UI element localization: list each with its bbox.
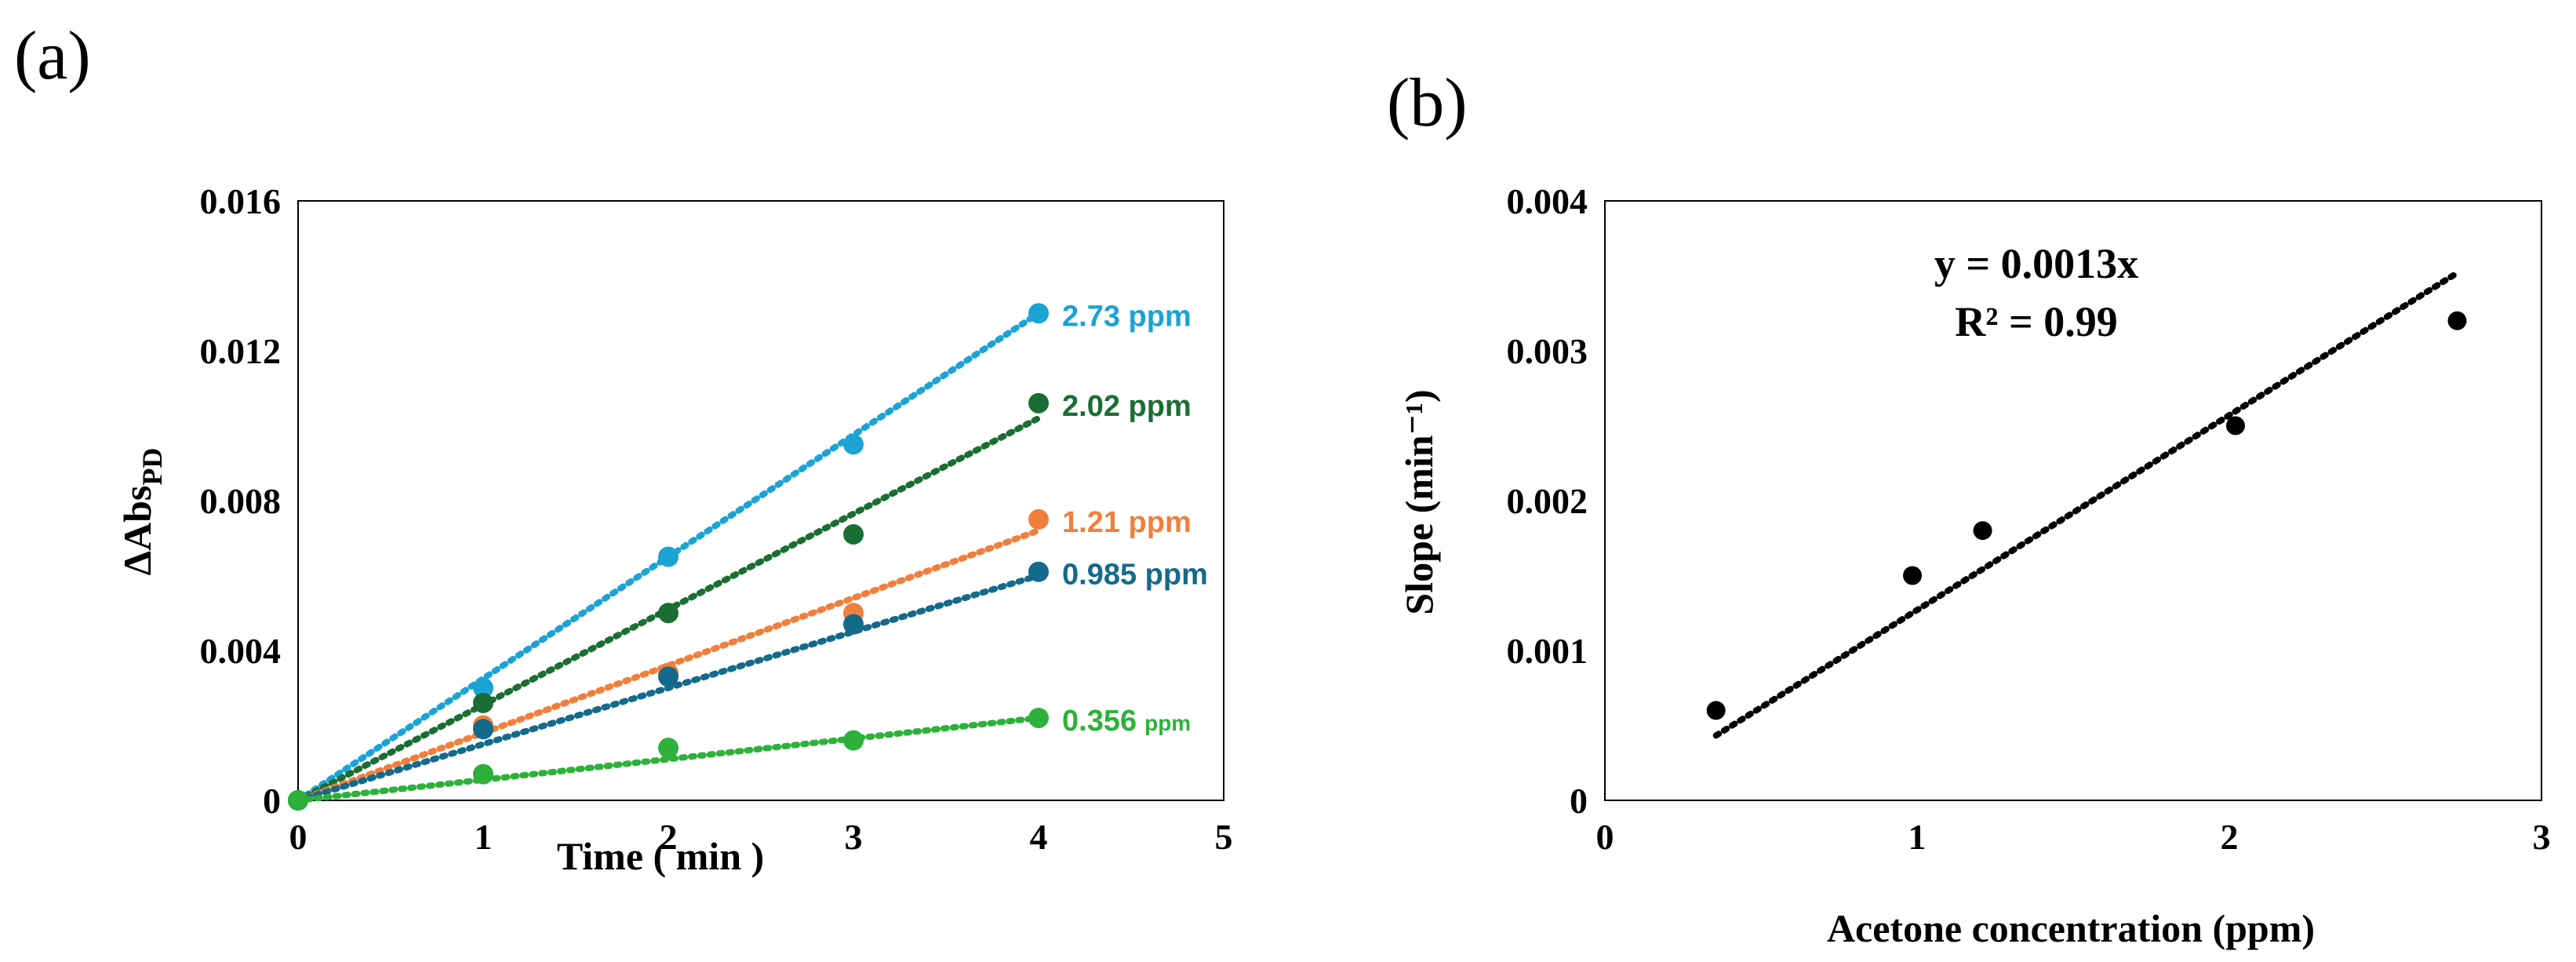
chart-a-y-tick-label: 0.012 [200, 331, 282, 371]
chart-b-y-axis-label: Slope (min⁻¹) [1397, 389, 1441, 614]
chart-a-x-tick-label: 1 [475, 817, 493, 857]
chart-a-point [658, 666, 679, 687]
chart-b-x-tick-label: 1 [1908, 817, 1927, 857]
chart-b-r-squared: R² = 0.99 [1955, 298, 2117, 345]
chart-a-point [658, 603, 679, 624]
chart-b-y-tick-label: 0.002 [1507, 481, 1588, 521]
chart-a-y-axis-label-main: ΔAbs [115, 486, 159, 576]
chart-a-point [658, 546, 679, 567]
chart-b-x-axis-label: Acetone concentration (ppm) [1827, 906, 2315, 950]
chart-a-point [843, 614, 864, 635]
chart-a-point [288, 790, 308, 811]
chart-b-x-tick-label: 0 [1596, 817, 1614, 857]
chart-b-point [1903, 566, 1923, 585]
chart-b-point [1973, 521, 1992, 541]
chart-a-point [473, 692, 493, 713]
chart-b-point [2225, 416, 2245, 435]
chart-a-series-label-unit: ppm [1144, 711, 1191, 735]
chart-a-point [1028, 392, 1049, 414]
chart-a-point [843, 730, 864, 751]
chart-a-series-label: 0.356 ppm [1062, 705, 1191, 738]
chart-b-y-tick-label: 0.004 [1507, 181, 1588, 221]
chart-b-x-tick-label: 2 [2221, 817, 2239, 857]
chart-b-y-tick-label: 0.001 [1507, 631, 1588, 671]
chart-a-x-tick-label: 4 [1030, 817, 1048, 857]
panel-label-b: (b) [1387, 65, 1468, 141]
chart-a-y-axis-label-sub: PD [136, 448, 168, 486]
chart-a-point [473, 763, 493, 785]
chart-a-series-label: 0.985 ppm [1062, 559, 1208, 592]
panel-label-a: (a) [14, 18, 91, 94]
chart-a: 0 1 2 3 4 5 0 0.004 0.008 0.012 0.016 2.73 ppm 2.02… [115, 181, 1233, 878]
chart-a-series-label: 1.21 ppm [1062, 506, 1192, 539]
chart-b-y-tick-label: 0 [1570, 781, 1588, 821]
chart-a-trendline [295, 714, 1042, 803]
chart-a-x-axis-label: Time ( min ) [557, 834, 764, 878]
chart-a-x-tick-label: 0 [289, 817, 307, 857]
chart-a-trendline [295, 572, 1042, 803]
chart-b-x-tick-label: 3 [2533, 817, 2551, 857]
chart-a-point [473, 677, 493, 698]
chart-b-plot-area [1604, 200, 2542, 801]
chart-a-y-tick-label: 0 [263, 781, 281, 821]
chart-a-y-axis-label: ΔAbsPD [115, 448, 168, 576]
chart-a-point [1028, 561, 1049, 582]
chart-a-series-label-value: 2.02 ppm [1062, 390, 1192, 423]
chart-a-point [843, 523, 864, 545]
chart-a-series-label-value: 2.73 ppm [1062, 300, 1192, 333]
chart-b-equation: y = 0.0013x [1934, 240, 2138, 287]
chart-a-series-label: 2.02 ppm [1062, 390, 1192, 423]
chart-a-point [473, 719, 493, 740]
chart-b-trendline-line [1712, 269, 2461, 739]
chart-a-x-tick-label: 3 [845, 817, 863, 857]
chart-a-point [1028, 707, 1049, 728]
chart-b-point [1706, 701, 1726, 720]
chart-a-y-tick-label: 0.008 [200, 481, 282, 521]
chart-a-point [658, 738, 679, 759]
chart-b-trendline [1712, 269, 2461, 739]
chart-a-y-tick-label: 0.016 [200, 181, 282, 221]
chart-a-x-tick-label: 2 [660, 817, 678, 857]
chart-a-series-labels: 2.73 ppm 2.02 ppm 1.21 ppm 0.985 ppm 0.356 pp… [1062, 300, 1208, 738]
chart-a-points [288, 303, 1049, 811]
chart-b: 0 1 2 3 0 0.001 0.002 0.003 0.004 y = 0.0013x R²… [1397, 181, 2551, 950]
chart-a-x-tick-label: 5 [1215, 817, 1233, 857]
chart-a-plot-area [297, 200, 1224, 801]
chart-a-tick-labels: 0 1 2 3 4 5 0 0.004 0.008 0.012 0.016 [200, 181, 1233, 857]
chart-a-series-label-value: 1.21 ppm [1062, 506, 1192, 539]
chart-a-point [1028, 508, 1049, 530]
chart-b-points [1706, 311, 2467, 720]
chart-a-series-label: 2.73 ppm [1062, 300, 1192, 333]
chart-a-series-label-value: 0.985 ppm [1062, 559, 1208, 592]
chart-b-tick-labels: 0 1 2 3 0 0.001 0.002 0.003 0.004 [1507, 181, 2551, 857]
chart-b-y-tick-label: 0.003 [1507, 331, 1588, 371]
chart-a-y-tick-label: 0.004 [200, 631, 282, 671]
chart-a-point [1028, 303, 1049, 324]
chart-a-point [843, 434, 864, 455]
chart-b-point [2447, 311, 2467, 330]
chart-a-series-label-value: 0.356 [1062, 705, 1137, 738]
